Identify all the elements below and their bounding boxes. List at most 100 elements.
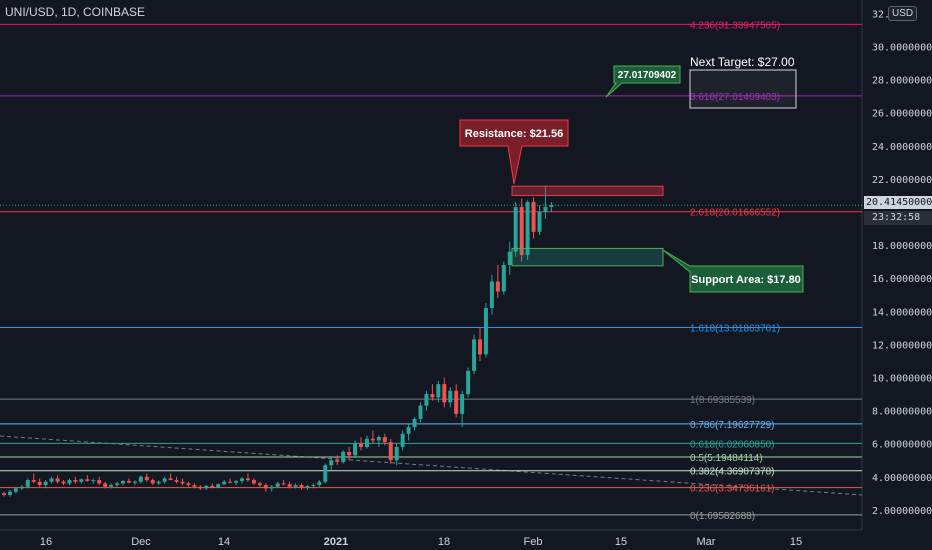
candle-body[interactable] — [168, 478, 173, 481]
candle-body[interactable] — [287, 484, 292, 487]
candle-body[interactable] — [341, 451, 346, 462]
candle-body[interactable] — [240, 478, 244, 481]
candle-body[interactable] — [359, 443, 363, 448]
candle-body[interactable] — [97, 480, 102, 484]
candle-body[interactable] — [103, 483, 108, 487]
candle-body[interactable] — [162, 478, 167, 482]
candle-body[interactable] — [364, 438, 369, 448]
candle-body[interactable] — [7, 491, 12, 496]
candle-body[interactable] — [85, 479, 90, 481]
candle-body[interactable] — [144, 476, 149, 481]
candle-body[interactable] — [483, 307, 488, 355]
candle-body[interactable] — [257, 483, 262, 486]
candle-body[interactable] — [281, 483, 286, 485]
candle-body[interactable] — [222, 481, 227, 485]
candle-body[interactable] — [495, 281, 500, 292]
candle-body[interactable] — [549, 205, 554, 208]
candle-body[interactable] — [186, 483, 191, 486]
candle-body[interactable] — [430, 394, 435, 398]
candle-body[interactable] — [132, 481, 137, 483]
candle-body[interactable] — [180, 481, 185, 484]
candle-body[interactable] — [501, 264, 506, 292]
candle-body[interactable] — [79, 479, 84, 482]
candle-body[interactable] — [436, 384, 441, 398]
candle-body[interactable] — [109, 485, 114, 487]
candle-body[interactable] — [394, 447, 399, 461]
resistance-zone[interactable] — [511, 185, 664, 196]
candle-body[interactable] — [216, 484, 221, 488]
candle-body[interactable] — [376, 437, 381, 441]
candle-body[interactable] — [466, 370, 471, 395]
candle-body[interactable] — [454, 390, 459, 414]
candle-body[interactable] — [210, 485, 215, 488]
candle-body[interactable] — [293, 485, 298, 487]
candle-body[interactable] — [347, 451, 352, 456]
candle-body[interactable] — [353, 443, 358, 456]
candle-body[interactable] — [251, 480, 256, 484]
candle-body[interactable] — [442, 384, 447, 403]
next-target-box[interactable] — [689, 69, 797, 109]
candle-body[interactable] — [150, 480, 155, 484]
candle-body[interactable] — [537, 212, 542, 232]
candle-body[interactable] — [55, 478, 60, 482]
candle-body[interactable] — [25, 480, 30, 487]
candle-body[interactable] — [460, 394, 465, 414]
candle-body[interactable] — [478, 339, 482, 355]
candle-body[interactable] — [543, 207, 548, 212]
candle-body[interactable] — [43, 481, 48, 486]
candle-body[interactable] — [323, 465, 328, 482]
candle-body[interactable] — [31, 480, 36, 482]
candle-body[interactable] — [370, 438, 375, 441]
candle-body[interactable] — [472, 339, 477, 371]
candle-body[interactable] — [263, 485, 268, 489]
candle-body[interactable] — [198, 486, 203, 489]
candle-body[interactable] — [126, 480, 131, 483]
support-callout[interactable] — [662, 249, 804, 293]
candle-body[interactable] — [531, 202, 536, 232]
candle-body[interactable] — [192, 485, 197, 487]
candle-body[interactable] — [448, 390, 453, 403]
candle-body[interactable] — [19, 486, 24, 489]
candle-body[interactable] — [49, 478, 54, 482]
support-zone[interactable] — [511, 247, 664, 267]
candle-body[interactable] — [507, 251, 512, 265]
currency-badge[interactable]: USD — [888, 6, 918, 21]
candle-body[interactable] — [329, 460, 334, 466]
candle-body[interactable] — [156, 481, 161, 484]
candle-body[interactable] — [245, 478, 250, 481]
candle-body[interactable] — [406, 427, 411, 434]
candle-body[interactable] — [519, 207, 524, 256]
candle-body[interactable] — [525, 202, 530, 256]
candle-body[interactable] — [204, 485, 209, 489]
candle-body[interactable] — [228, 481, 233, 483]
candle-body[interactable] — [67, 480, 72, 484]
candle-body[interactable] — [382, 437, 387, 443]
candle-body[interactable] — [317, 481, 322, 486]
candle-body[interactable] — [91, 480, 96, 482]
candle-body[interactable] — [275, 483, 280, 487]
candle-body[interactable] — [138, 476, 143, 482]
candle-body[interactable] — [61, 481, 66, 484]
candle-body[interactable] — [311, 485, 316, 487]
candle-body[interactable] — [174, 480, 179, 482]
candle-body[interactable] — [513, 207, 518, 252]
candle-body[interactable] — [418, 405, 423, 419]
candle-body[interactable] — [400, 433, 405, 448]
candle-body[interactable] — [388, 442, 393, 461]
candle-body[interactable] — [115, 483, 120, 486]
candle-body[interactable] — [299, 485, 304, 488]
candle-body[interactable] — [412, 418, 417, 428]
resistance-callout[interactable] — [459, 119, 569, 185]
target-price-callout[interactable] — [605, 65, 681, 98]
candle-body[interactable] — [489, 281, 494, 308]
candle-body[interactable] — [37, 481, 42, 486]
candle-body[interactable] — [13, 488, 18, 492]
candle-body[interactable] — [121, 480, 125, 484]
candle-body[interactable] — [234, 480, 239, 483]
candle-body[interactable] — [335, 460, 340, 462]
candle-body[interactable] — [73, 480, 78, 482]
candle-body[interactable] — [269, 486, 274, 489]
candle-body[interactable] — [2, 493, 6, 496]
candle-body[interactable] — [424, 394, 429, 406]
